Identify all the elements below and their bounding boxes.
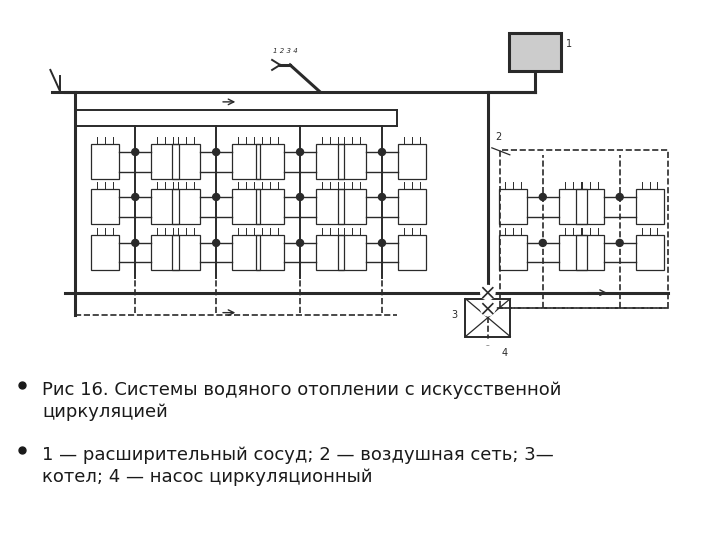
- Bar: [316, 144, 344, 179]
- Circle shape: [212, 148, 220, 156]
- Bar: [500, 150, 667, 308]
- Circle shape: [481, 286, 495, 300]
- Text: 1 2 3 4: 1 2 3 4: [273, 48, 298, 54]
- Circle shape: [297, 193, 304, 200]
- Circle shape: [483, 346, 492, 355]
- Bar: [559, 190, 587, 224]
- Bar: [151, 144, 179, 179]
- Text: 1 — расширительный сосуд; 2 — воздушная сеть; 3—: 1 — расширительный сосуд; 2 — воздушная …: [42, 446, 554, 464]
- Circle shape: [477, 340, 499, 362]
- Bar: [172, 144, 200, 179]
- Bar: [499, 190, 527, 224]
- Bar: [91, 144, 120, 179]
- Text: котел; 4 — насос циркуляционный: котел; 4 — насос циркуляционный: [42, 468, 372, 486]
- Bar: [256, 235, 284, 270]
- Bar: [256, 190, 284, 224]
- Bar: [636, 235, 664, 270]
- Circle shape: [297, 239, 304, 246]
- Text: 2: 2: [495, 132, 501, 142]
- Bar: [172, 190, 200, 224]
- Bar: [232, 235, 260, 270]
- Bar: [559, 235, 587, 270]
- Bar: [499, 235, 527, 270]
- Bar: [398, 190, 426, 224]
- Bar: [398, 144, 426, 179]
- Text: 1: 1: [566, 39, 572, 49]
- Circle shape: [539, 239, 546, 246]
- Circle shape: [212, 239, 220, 246]
- Bar: [232, 144, 260, 179]
- Circle shape: [481, 302, 495, 316]
- Bar: [151, 190, 179, 224]
- Bar: [256, 144, 284, 179]
- Text: 4: 4: [502, 348, 508, 357]
- Bar: [172, 235, 200, 270]
- Bar: [316, 190, 344, 224]
- Circle shape: [616, 193, 624, 200]
- Bar: [576, 190, 603, 224]
- Bar: [636, 190, 664, 224]
- Circle shape: [132, 193, 139, 200]
- Bar: [338, 144, 366, 179]
- Bar: [576, 235, 603, 270]
- Bar: [338, 190, 366, 224]
- Circle shape: [379, 148, 385, 156]
- Text: 3: 3: [451, 309, 457, 320]
- Circle shape: [379, 193, 385, 200]
- Bar: [151, 235, 179, 270]
- Circle shape: [379, 239, 385, 246]
- Circle shape: [616, 239, 624, 246]
- Text: Рис 16. Системы водяного отоплении с искусственной: Рис 16. Системы водяного отоплении с иск…: [42, 381, 562, 399]
- Bar: [398, 235, 426, 270]
- Circle shape: [132, 148, 139, 156]
- Bar: [91, 190, 120, 224]
- Circle shape: [297, 148, 304, 156]
- Circle shape: [132, 239, 139, 246]
- Bar: [316, 235, 344, 270]
- Bar: [465, 299, 510, 336]
- Bar: [509, 33, 561, 71]
- Circle shape: [539, 193, 546, 200]
- Bar: [91, 235, 120, 270]
- Circle shape: [212, 193, 220, 200]
- Bar: [338, 235, 366, 270]
- Bar: [232, 190, 260, 224]
- Text: циркуляцией: циркуляцией: [42, 403, 168, 421]
